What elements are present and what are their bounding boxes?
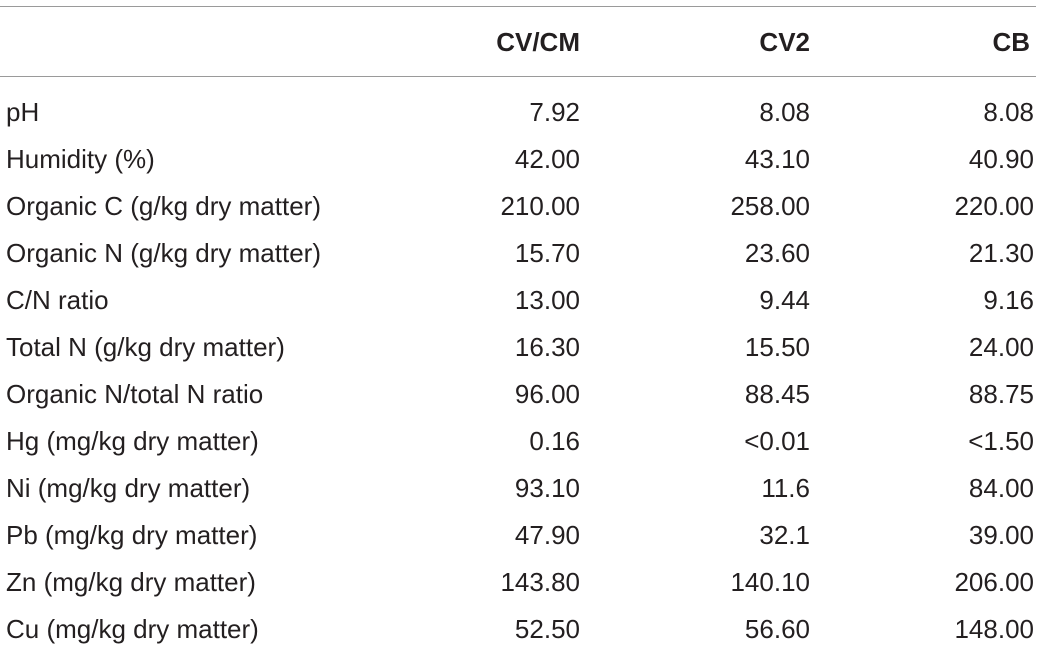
cell-cv2: 11.6 (761, 473, 810, 503)
row-label: C/N ratio (6, 285, 109, 315)
cell-cv2: 9.44 (759, 285, 810, 315)
data-table: CV/CM CV2 CB pH 7.92 8.08 8.08 Humidity … (0, 6, 1040, 653)
table-row: Zn (mg/kg dry matter) 143.80 140.10 206.… (0, 559, 1040, 606)
row-label: Zn (mg/kg dry matter) (6, 567, 256, 597)
row-label: Hg (mg/kg dry matter) (6, 426, 259, 456)
row-label: Organic N/total N ratio (6, 379, 264, 409)
table-row: Organic C (g/kg dry matter) 210.00 258.0… (0, 183, 1040, 230)
cell-cv-cm: 52.50 (514, 614, 580, 644)
row-label: Humidity (%) (6, 144, 155, 174)
header-cv2: CV2 (759, 27, 810, 57)
table-header: CV/CM CV2 CB (0, 7, 1040, 76)
cell-cv-cm: 7.92 (529, 97, 580, 127)
table-row: pH 7.92 8.08 8.08 (0, 89, 1040, 136)
cell-cv2: 23.60 (744, 238, 810, 268)
cell-cb: 24.00 (968, 332, 1034, 362)
row-label: Organic C (g/kg dry matter) (6, 191, 321, 221)
table-row: Organic N (g/kg dry matter) 15.70 23.60 … (0, 230, 1040, 277)
cell-cv2: 43.10 (744, 144, 810, 174)
cell-cb: 21.30 (968, 238, 1034, 268)
cell-cv-cm: 96.00 (514, 379, 580, 409)
cell-cv-cm: 15.70 (514, 238, 580, 268)
cell-cv2: 140.10 (730, 567, 810, 597)
cell-cv2: <0.01 (744, 426, 810, 456)
cell-cb: 206.00 (954, 567, 1034, 597)
cell-cv2: 56.60 (744, 614, 810, 644)
cell-cb: 39.00 (968, 520, 1034, 550)
table-row: Hg (mg/kg dry matter) 0.16 <0.01 <1.50 (0, 418, 1040, 465)
cell-cb: 9.16 (983, 285, 1034, 315)
table-row: Ni (mg/kg dry matter) 93.10 11.6 84.00 (0, 465, 1040, 512)
cell-cb: 40.90 (968, 144, 1034, 174)
cell-cv-cm: 13.00 (514, 285, 580, 315)
cell-cb: 84.00 (968, 473, 1034, 503)
cell-cv-cm: 42.00 (514, 144, 580, 174)
header-cv-cm: CV/CM (496, 27, 580, 57)
header-cb: CB (992, 27, 1030, 57)
cell-cv-cm: 47.90 (514, 520, 580, 550)
row-label: Pb (mg/kg dry matter) (6, 520, 258, 550)
table-row: Humidity (%) 42.00 43.10 40.90 (0, 136, 1040, 183)
row-label: Ni (mg/kg dry matter) (6, 473, 251, 503)
table-row: Total N (g/kg dry matter) 16.30 15.50 24… (0, 324, 1040, 371)
table-top-rule (0, 6, 1036, 7)
row-label: Cu (mg/kg dry matter) (6, 614, 259, 644)
row-label: Total N (g/kg dry matter) (6, 332, 285, 362)
cell-cv-cm: 93.10 (514, 473, 580, 503)
cell-cv2: 8.08 (759, 97, 810, 127)
cell-cv2: 258.00 (730, 191, 810, 221)
table-header-rule (0, 76, 1036, 77)
table-row: C/N ratio 13.00 9.44 9.16 (0, 277, 1040, 324)
cell-cv-cm: 16.30 (514, 332, 580, 362)
cell-cb: 220.00 (954, 191, 1034, 221)
table-row: Pb (mg/kg dry matter) 47.90 32.1 39.00 (0, 512, 1040, 559)
cell-cb: 88.75 (968, 379, 1034, 409)
cell-cv2: 88.45 (744, 379, 810, 409)
table-row: Cu (mg/kg dry matter) 52.50 56.60 148.00 (0, 606, 1040, 653)
cell-cv2: 32.1 (759, 520, 810, 550)
cell-cb: <1.50 (968, 426, 1034, 456)
cell-cb: 148.00 (954, 614, 1034, 644)
cell-cb: 8.08 (983, 97, 1034, 127)
cell-cv-cm: 143.80 (500, 567, 580, 597)
cell-cv-cm: 210.00 (500, 191, 580, 221)
cell-cv-cm: 0.16 (529, 426, 580, 456)
cell-cv2: 15.50 (744, 332, 810, 362)
row-label: pH (6, 97, 40, 127)
table-row: Organic N/total N ratio 96.00 88.45 88.7… (0, 371, 1040, 418)
table-body: pH 7.92 8.08 8.08 Humidity (%) 42.00 43.… (0, 77, 1040, 653)
row-label: Organic N (g/kg dry matter) (6, 238, 321, 268)
